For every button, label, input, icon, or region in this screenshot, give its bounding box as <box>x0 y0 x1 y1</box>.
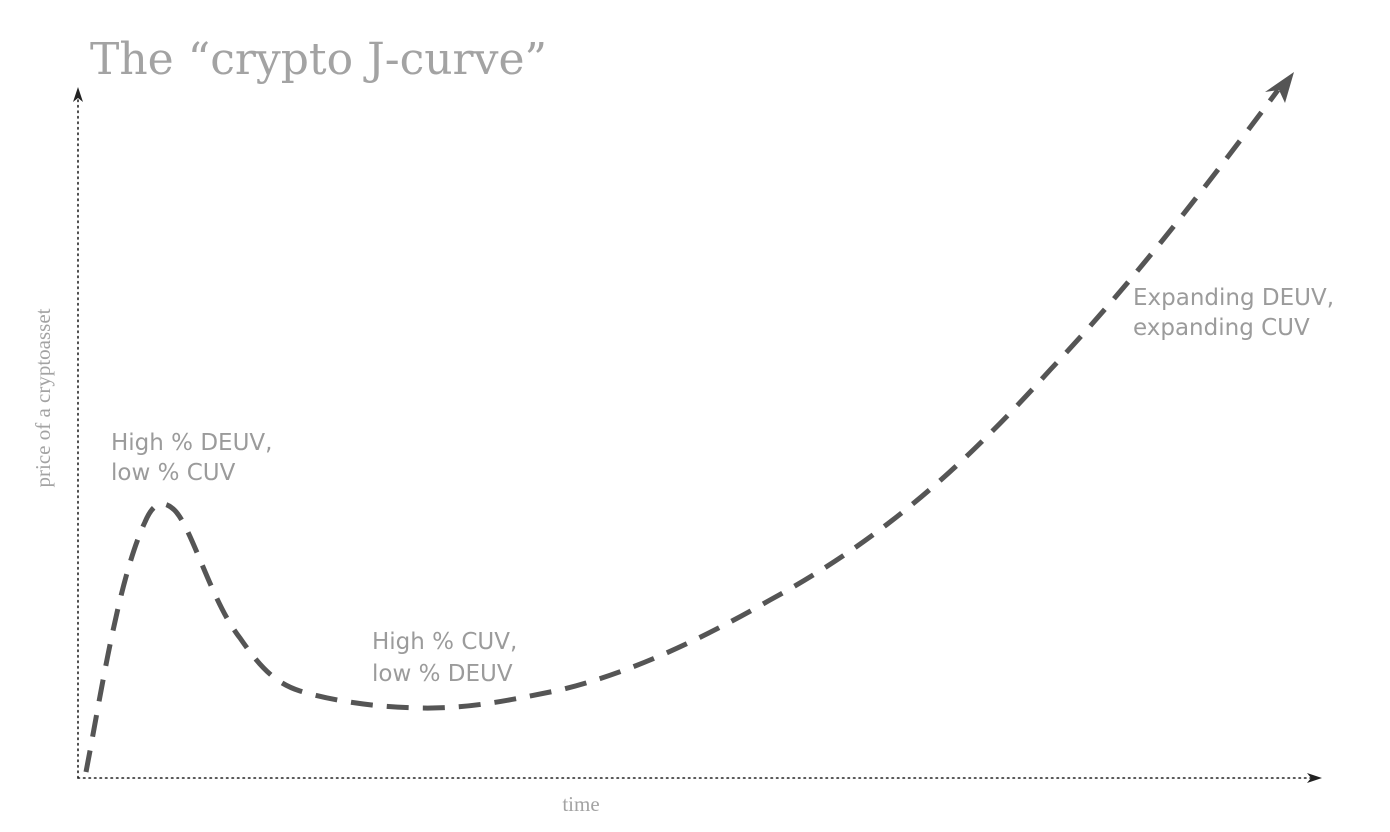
peak-annotation: High % DEUV, low % CUV <box>111 430 280 486</box>
diagram-title: The “crypto J-curve” <box>90 34 547 85</box>
peak-annotation-line2: low % CUV <box>111 460 236 486</box>
x-axis-arrowhead <box>1307 773 1322 783</box>
peak-annotation-line1: High % DEUV, <box>111 430 272 456</box>
growth-annotation-line1: Expanding DEUV, <box>1133 285 1334 311</box>
trough-annotation-line2: low % DEUV <box>372 661 513 687</box>
j-curve-arrowhead <box>1265 72 1294 103</box>
y-axis-arrowhead <box>73 87 83 102</box>
y-axis-label: price of a cryptoasset <box>31 308 55 487</box>
trough-annotation-line1: High % CUV, <box>372 629 517 655</box>
trough-annotation: High % CUV, low % DEUV <box>372 629 525 687</box>
growth-annotation-line2: expanding CUV <box>1133 315 1310 341</box>
j-curve-line <box>83 88 1281 773</box>
x-axis-label: time <box>562 792 599 816</box>
growth-annotation: Expanding DEUV, expanding CUV <box>1133 285 1341 341</box>
